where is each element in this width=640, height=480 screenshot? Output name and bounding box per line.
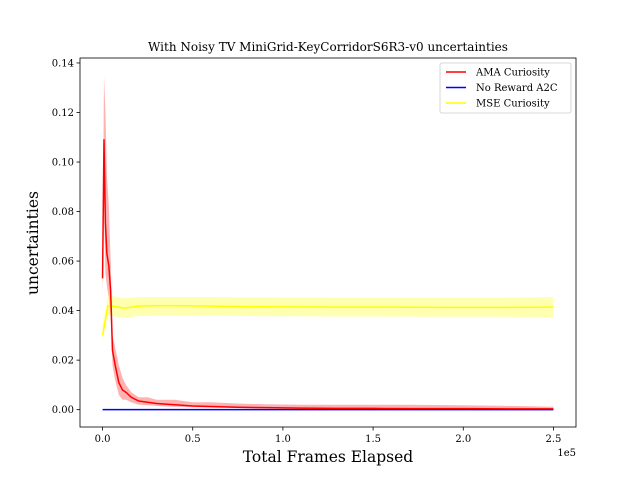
- x-tick-label: 1.0: [275, 434, 291, 445]
- x-axis-ticks: 0.0 0.5 1.0 1.5 2.0 2.5: [95, 427, 562, 445]
- y-tick-label: 0.12: [52, 108, 74, 119]
- y-tick-label: 0.00: [52, 405, 74, 416]
- y-tick-label: 0.02: [52, 356, 74, 367]
- legend-box: [439, 62, 572, 114]
- series-lines: [101, 138, 554, 411]
- chart-title: With Noisy TV MiniGrid-KeyCorridorS6R3-v…: [148, 40, 508, 54]
- axes-frame: [79, 57, 577, 428]
- legend: AMA Curiosity No Reward A2C MSE Curiosit…: [439, 62, 572, 114]
- y-tick-label: 0.04: [52, 306, 74, 317]
- legend-label-mse-curiosity: MSE Curiosity: [476, 99, 550, 110]
- x-tick-label: 2.5: [546, 434, 562, 445]
- legend-label-no-reward-a2c: No Reward A2C: [476, 83, 558, 94]
- x-tick-label: 2.0: [455, 434, 471, 445]
- y-tick-label: 0.14: [52, 58, 74, 69]
- y-axis-ticks: 0.00 0.02 0.04 0.06 0.08 0.10 0.12 0.14: [52, 58, 80, 416]
- y-axis-label: uncertainties: [24, 191, 42, 295]
- mse-curiosity-line: [101, 304, 554, 336]
- x-axis-label: Total Frames Elapsed: [243, 448, 414, 466]
- ama-curiosity-line: [101, 138, 554, 410]
- x-tick-label: 0.0: [95, 434, 111, 445]
- y-tick-label: 0.10: [52, 158, 74, 169]
- y-tick-label: 0.08: [52, 207, 74, 218]
- y-tick-label: 0.06: [52, 257, 74, 268]
- x-tick-label: 1.5: [365, 434, 381, 445]
- x-tick-label: 0.5: [185, 434, 201, 445]
- legend-label-ama-curiosity: AMA Curiosity: [475, 68, 550, 79]
- x-offset-text: 1e5: [557, 448, 576, 459]
